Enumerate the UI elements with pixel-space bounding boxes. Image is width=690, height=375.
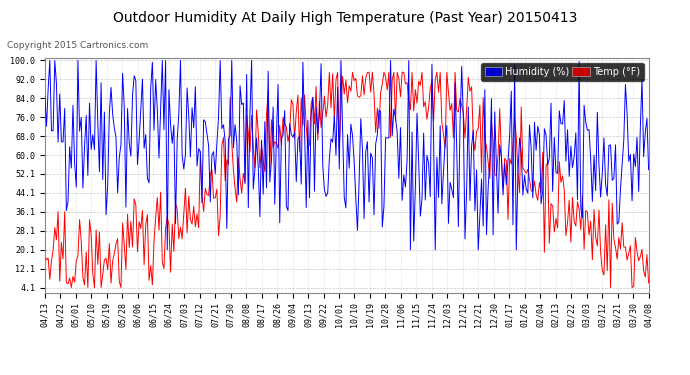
Text: Outdoor Humidity At Daily High Temperature (Past Year) 20150413: Outdoor Humidity At Daily High Temperatu… bbox=[112, 11, 578, 25]
Legend: Humidity (%), Temp (°F): Humidity (%), Temp (°F) bbox=[481, 63, 644, 81]
Text: Copyright 2015 Cartronics.com: Copyright 2015 Cartronics.com bbox=[7, 41, 148, 50]
